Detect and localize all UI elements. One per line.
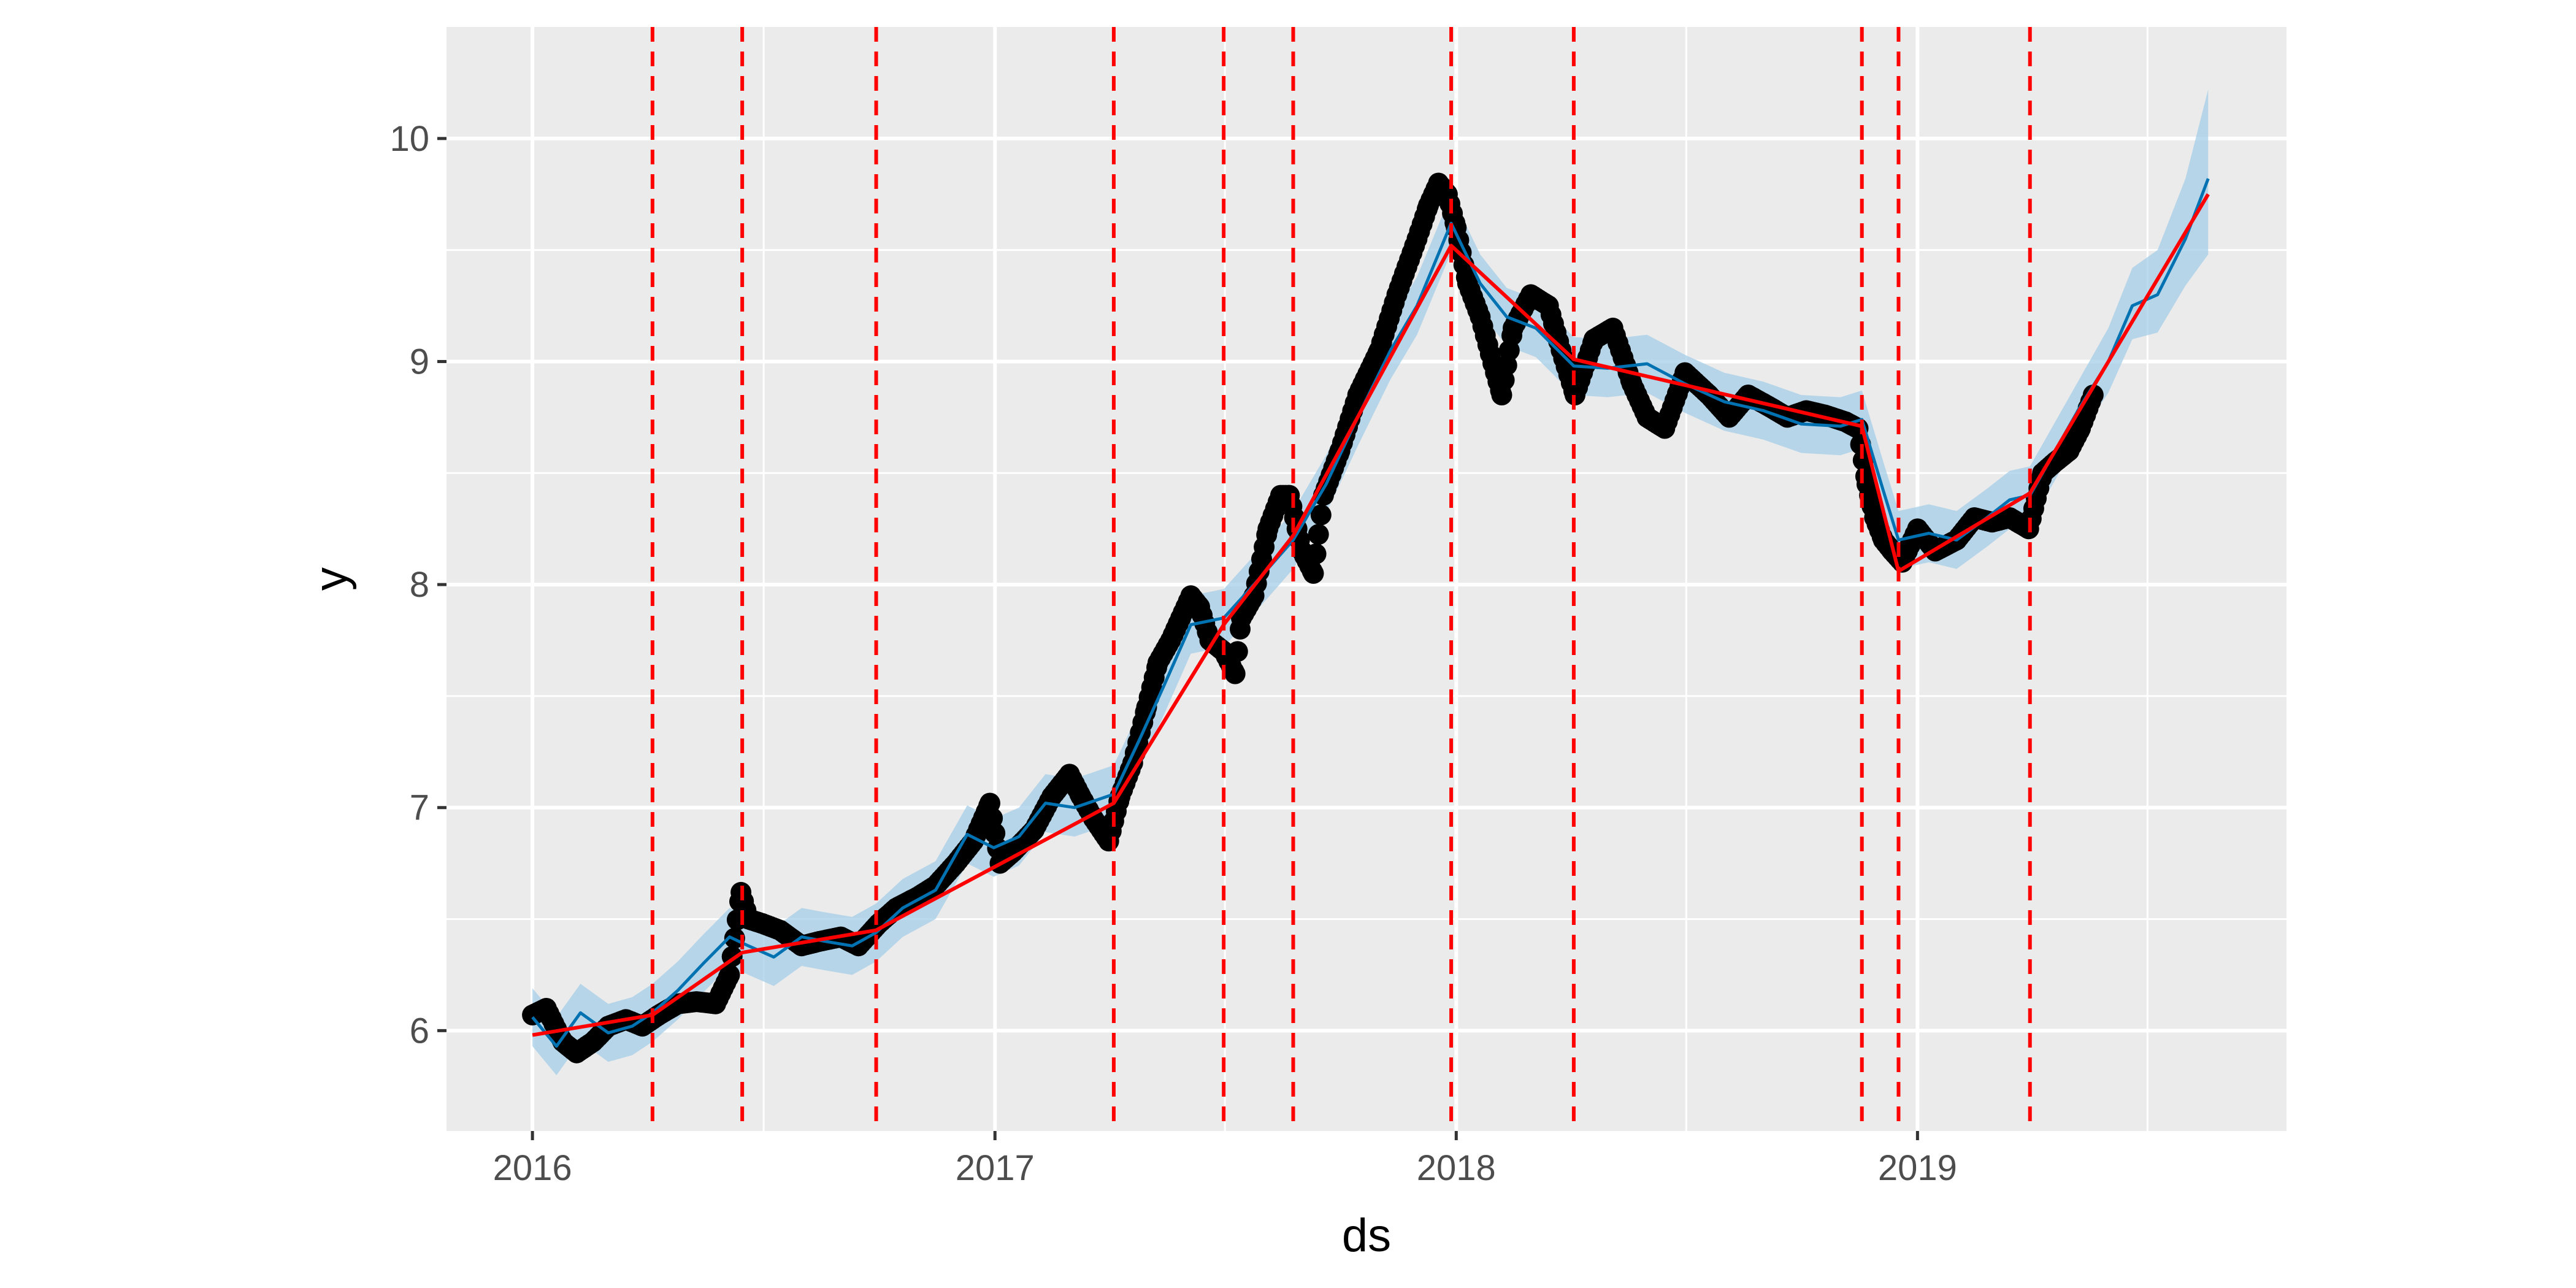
forecast-line-path xyxy=(531,178,2210,1048)
forecast-line xyxy=(531,178,2210,1048)
y-tick-label: 10 xyxy=(389,119,429,159)
y-axis-title: y xyxy=(305,567,357,591)
y-tick-label: 6 xyxy=(410,1011,429,1051)
observed-point xyxy=(1224,663,1246,684)
uncertainty-band-area xyxy=(532,89,2209,1076)
observed-point xyxy=(2082,385,2104,405)
observed-point xyxy=(1227,641,1248,662)
y-tick-label: 9 xyxy=(410,342,429,381)
x-axis-title: ds xyxy=(1342,1209,1391,1262)
observed-point xyxy=(719,964,740,986)
x-tick-label: 2017 xyxy=(956,1148,1035,1188)
axis-ticks: 6 7 8 9 10 2016 2017 2018 2019 xyxy=(389,119,1957,1188)
y-tick-label: 8 xyxy=(410,565,429,605)
x-tick-label: 2018 xyxy=(1417,1148,1496,1188)
observed-point xyxy=(1305,543,1327,565)
y-tick-label: 7 xyxy=(410,788,429,828)
changepoint-lines xyxy=(650,27,2032,1131)
observed-point xyxy=(1303,562,1324,584)
x-tick-label: 2016 xyxy=(493,1148,572,1188)
observed-point xyxy=(1308,524,1329,545)
uncertainty-band xyxy=(532,89,2209,1076)
observed-point xyxy=(1310,504,1332,526)
x-tick-label: 2019 xyxy=(1878,1148,1957,1188)
